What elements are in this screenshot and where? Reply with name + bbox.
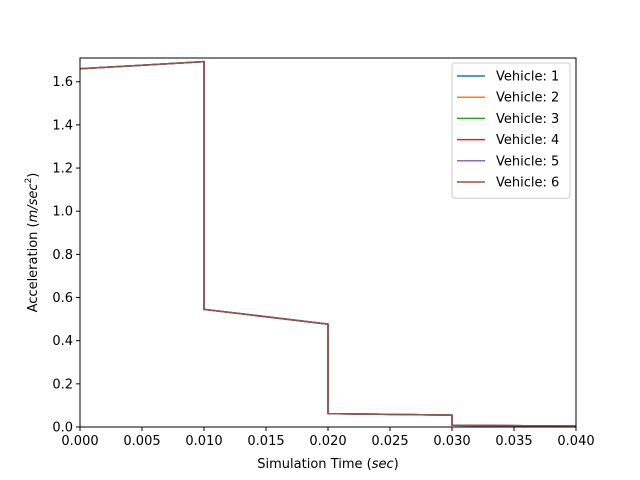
y-axis-unit: m/sec: [26, 183, 41, 222]
series-layer: [79, 60, 577, 427]
legend-label-vehicle-3: Vehicle: 3: [496, 112, 559, 127]
x-tick-label: 0.010: [185, 434, 222, 449]
y-tick-label: 1.4: [52, 118, 73, 133]
y-tick-label: 0.2: [52, 377, 73, 392]
x-tick-label: 0.035: [495, 434, 532, 449]
legend-label-vehicle-2: Vehicle: 2: [496, 91, 559, 106]
y-tick-label: 1.6: [52, 75, 73, 90]
y-axis: 0.0 0.2 0.4 0.6 0.8 1.0 1.2 1.4 1.6: [52, 75, 80, 436]
legend: Vehicle: 1 Vehicle: 2 Vehicle: 3 Vehicle: 4…: [451, 62, 571, 199]
y-axis-label: Acceleration (m/sec2): [24, 173, 41, 313]
y-axis-unit-exponent: 2: [24, 178, 34, 184]
y-tick-label: 1.0: [52, 205, 73, 220]
y-tick-label: 0.6: [52, 291, 73, 306]
x-tick-label: 0.015: [247, 434, 284, 449]
legend-label-vehicle-6: Vehicle: 6: [496, 176, 559, 191]
legend-label-vehicle-5: Vehicle: 5: [496, 154, 559, 169]
y-tick-label: 0.4: [52, 334, 73, 349]
y-tick-label: 0.8: [52, 248, 73, 263]
legend-label-vehicle-1: Vehicle: 1: [496, 70, 559, 85]
x-tick-label: 0.040: [557, 434, 594, 449]
x-axis-unit: sec: [372, 457, 394, 472]
y-axis-label-text: Acceleration: [26, 232, 41, 313]
x-tick-label: 0.020: [309, 434, 346, 449]
x-axis: 0.000 0.005 0.010 0.015 0.020 0.025 0.030 0.035…: [61, 427, 595, 449]
x-axis-label: Simulation Time (sec): [257, 457, 398, 472]
x-axis-label-text: Simulation Time: [257, 457, 362, 472]
y-tick-label: 0.0: [52, 421, 73, 436]
x-tick-label: 0.000: [61, 434, 98, 449]
x-tick-label: 0.030: [433, 434, 470, 449]
x-tick-label: 0.025: [371, 434, 408, 449]
y-tick-label: 1.2: [52, 162, 73, 177]
legend-label-vehicle-4: Vehicle: 4: [496, 133, 559, 148]
x-tick-label: 0.005: [123, 434, 160, 449]
series-line-vehicle-6: [79, 60, 577, 427]
